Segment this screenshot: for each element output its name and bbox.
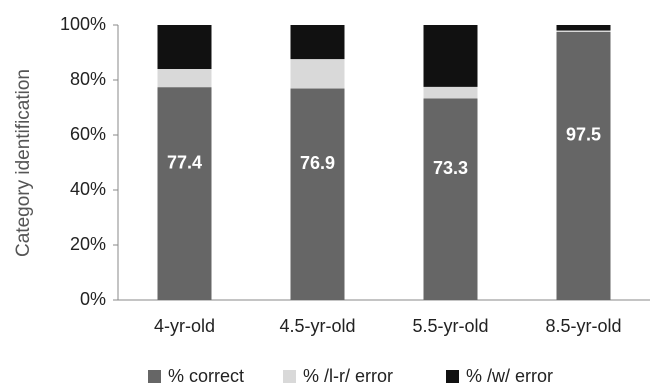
legend-swatch — [283, 370, 296, 383]
bar-segment — [423, 25, 478, 87]
x-tick-label: 4-yr-old — [154, 316, 215, 336]
x-tick-label: 8.5-yr-old — [545, 316, 621, 336]
bar-segment — [556, 31, 611, 300]
data-label: 97.5 — [566, 125, 601, 145]
bar-segment — [290, 25, 345, 60]
legend-label: % /l-r/ error — [303, 366, 393, 385]
bar-segment — [157, 25, 212, 69]
bar-segment — [423, 98, 478, 300]
x-tick-label: 5.5-yr-old — [412, 316, 488, 336]
legend-label: % correct — [168, 366, 244, 385]
x-tick-label: 4.5-yr-old — [279, 316, 355, 336]
y-tick-label: 80% — [70, 69, 106, 89]
bar-segment — [556, 25, 611, 31]
bar-segment — [157, 69, 212, 88]
bar-segment — [423, 86, 478, 99]
legend-swatch — [446, 370, 459, 383]
data-label: 76.9 — [300, 153, 335, 173]
data-label: 77.4 — [167, 152, 202, 172]
y-tick-label: 40% — [70, 179, 106, 199]
bar-segment — [556, 30, 611, 32]
legend-label: % /w/ error — [466, 366, 553, 385]
y-tick-label: 20% — [70, 234, 106, 254]
data-label: 73.3 — [433, 158, 468, 178]
y-tick-label: 0% — [80, 289, 106, 309]
bar-segment — [290, 88, 345, 301]
y-axis-label: Category identification — [13, 69, 34, 257]
y-tick-label: 60% — [70, 124, 106, 144]
bar-segment — [290, 59, 345, 89]
bar-segment — [157, 87, 212, 301]
y-tick-label: 100% — [60, 14, 106, 34]
legend-swatch — [148, 370, 161, 383]
